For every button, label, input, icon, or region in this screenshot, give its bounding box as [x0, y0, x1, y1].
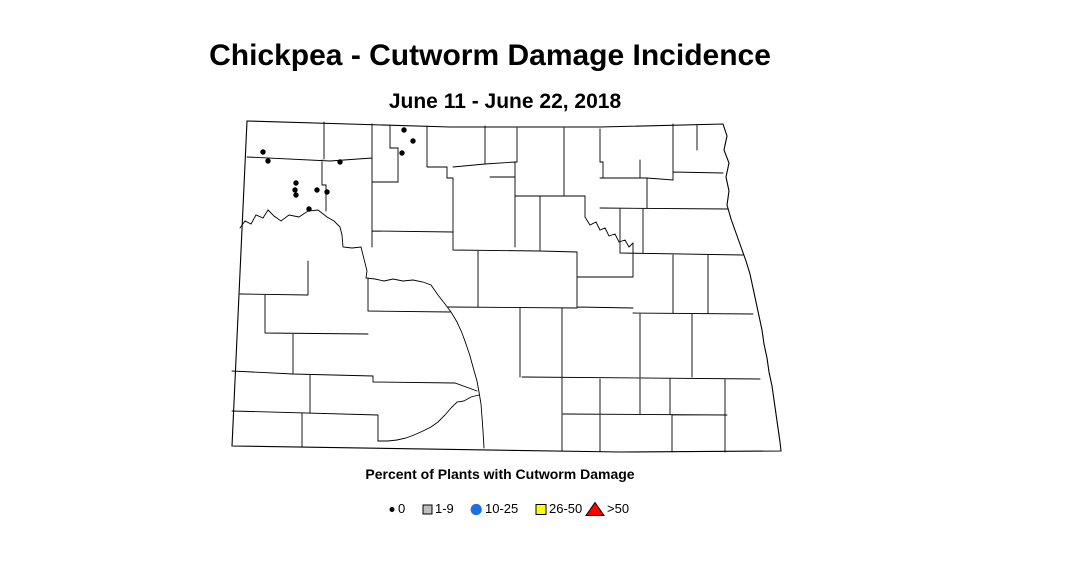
legend-label-1: 1-9	[435, 501, 454, 516]
survey-point	[314, 187, 320, 193]
legend-item-3: 26-50	[535, 501, 582, 517]
legend-item-4: >50	[585, 501, 629, 517]
survey-point	[306, 206, 312, 212]
survey-point	[293, 180, 299, 186]
legend-label-2: 10-25	[485, 501, 519, 516]
legend-item-0: 0	[388, 501, 405, 517]
legend-label-0: 0	[398, 501, 406, 516]
red-triangle-icon	[585, 501, 605, 516]
survey-point	[292, 187, 298, 193]
survey-point	[410, 138, 416, 144]
blue-circle-icon	[470, 503, 482, 516]
survey-point	[265, 158, 271, 164]
survey-point	[399, 150, 405, 156]
legend-item-2: 10-25	[470, 501, 518, 517]
legend-label-3: 26-50	[549, 501, 583, 516]
river-boundaries	[239, 209, 634, 449]
survey-point	[324, 189, 330, 195]
county-boundaries	[231, 121, 761, 453]
small-black-dot-icon	[389, 507, 395, 512]
survey-point	[337, 159, 343, 165]
gray-square-icon	[422, 504, 433, 515]
legend-title: Percent of Plants with Cutworm Damage	[365, 466, 635, 482]
chart-subtitle: June 11 - June 22, 2018	[388, 90, 622, 113]
survey-point	[293, 192, 299, 198]
legend-item-1: 1-9	[422, 501, 454, 517]
legend-label-4: >50	[607, 501, 630, 516]
yellow-square-icon	[535, 504, 547, 515]
survey-point	[260, 149, 266, 155]
map-points	[260, 127, 416, 212]
survey-point	[401, 127, 407, 133]
chart-title: Chickpea - Cutworm Damage Incidence	[209, 39, 771, 72]
state-outline	[231, 120, 782, 453]
